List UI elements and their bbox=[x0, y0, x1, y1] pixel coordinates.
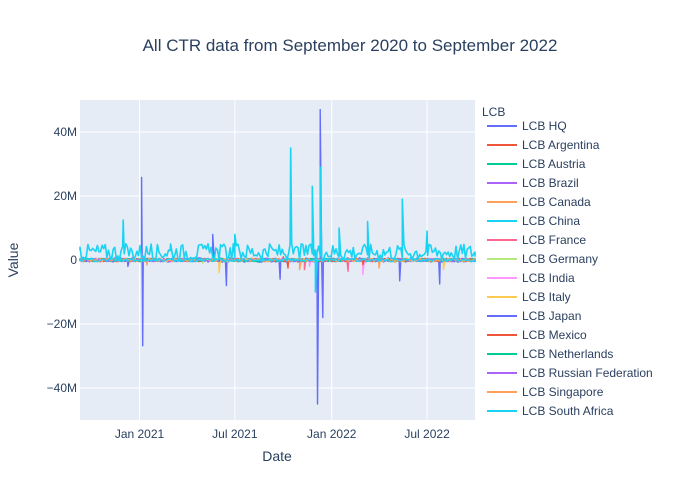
y-tick-label: 0 bbox=[70, 253, 77, 267]
legend-item[interactable]: LCB South Africa bbox=[487, 404, 614, 418]
legend-label: LCB Argentina bbox=[522, 138, 600, 152]
y-axis-title: Value bbox=[5, 242, 21, 277]
legend-item[interactable]: LCB Austria bbox=[487, 157, 586, 171]
legend-title: LCB bbox=[482, 105, 505, 119]
legend-label: LCB Netherlands bbox=[522, 347, 613, 361]
legend-label: LCB Russian Federation bbox=[522, 366, 653, 380]
x-axis-title: Date bbox=[262, 448, 292, 464]
x-tick-label: Jan 2021 bbox=[115, 427, 165, 441]
legend-item[interactable]: LCB Argentina bbox=[487, 138, 600, 152]
legend-label: LCB HQ bbox=[522, 119, 567, 133]
legend-label: LCB Japan bbox=[522, 309, 581, 323]
x-tick-label: Jan 2022 bbox=[307, 427, 357, 441]
legend-item[interactable]: LCB Netherlands bbox=[487, 347, 613, 361]
legend-label: LCB Mexico bbox=[522, 328, 587, 342]
legend-label: LCB Singapore bbox=[522, 385, 604, 399]
legend-item[interactable]: LCB France bbox=[487, 233, 586, 247]
y-tick-label: 40M bbox=[54, 125, 77, 139]
legend-label: LCB China bbox=[522, 214, 580, 228]
legend-item[interactable]: LCB Japan bbox=[487, 309, 581, 323]
legend-label: LCB Brazil bbox=[522, 176, 579, 190]
legend-label: LCB South Africa bbox=[522, 404, 614, 418]
x-tick-label: Jul 2021 bbox=[212, 427, 258, 441]
legend-label: LCB Italy bbox=[522, 290, 571, 304]
chart-title: All CTR data from September 2020 to Sept… bbox=[143, 36, 558, 55]
legend-label: LCB India bbox=[522, 271, 575, 285]
y-tick-label: 20M bbox=[54, 189, 77, 203]
legend-item[interactable]: LCB China bbox=[487, 214, 580, 228]
legend-item[interactable]: LCB Canada bbox=[487, 195, 591, 209]
legend: LCB HQ LCB Argentina LCB Austria LCB Brazil… bbox=[487, 119, 653, 418]
legend-item[interactable]: LCB HQ bbox=[487, 119, 567, 133]
legend-item[interactable]: LCB Singapore bbox=[487, 385, 604, 399]
legend-label: LCB Austria bbox=[522, 157, 586, 171]
legend-label: LCB France bbox=[522, 233, 586, 247]
legend-item[interactable]: LCB Russian Federation bbox=[487, 366, 653, 380]
x-tick-label: Jul 2022 bbox=[404, 427, 450, 441]
series-lines bbox=[79, 108, 476, 405]
legend-label: LCB Germany bbox=[522, 252, 598, 266]
series-line bbox=[79, 147, 476, 293]
legend-item[interactable]: LCB Italy bbox=[487, 290, 571, 304]
series-line bbox=[79, 257, 476, 264]
y-tick-label: −20M bbox=[47, 317, 77, 331]
legend-item[interactable]: LCB Brazil bbox=[487, 176, 579, 190]
legend-item[interactable]: LCB India bbox=[487, 271, 575, 285]
legend-label: LCB Canada bbox=[522, 195, 591, 209]
y-tick-label: −40M bbox=[47, 381, 77, 395]
legend-item[interactable]: LCB Mexico bbox=[487, 328, 587, 342]
legend-item[interactable]: LCB Germany bbox=[487, 252, 598, 266]
axis-ticks: Jan 2021 Jul 2021 Jan 2022 Jul 2022 40M 20M 0 −… bbox=[47, 125, 450, 441]
